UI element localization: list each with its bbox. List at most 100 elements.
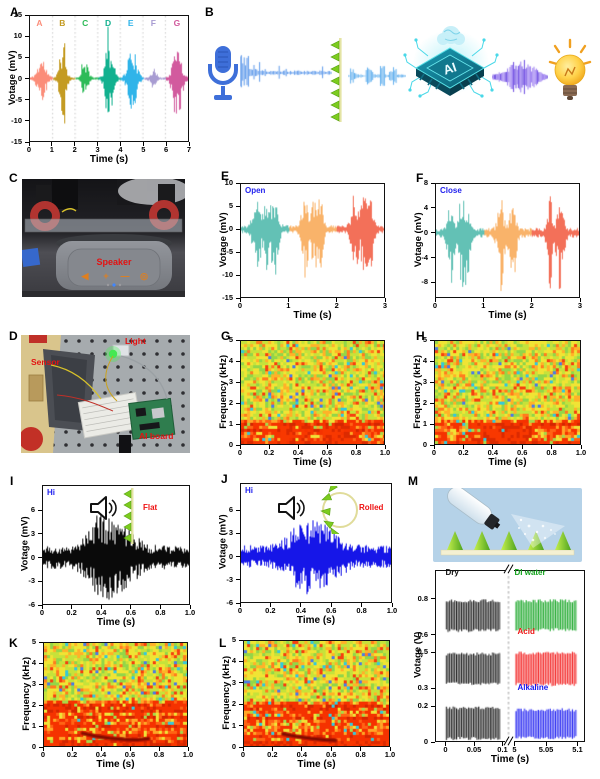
x-tick-mark <box>300 603 302 607</box>
x-tick-mark <box>330 603 332 607</box>
panel-letter: D <box>9 329 18 343</box>
y-tick-label: 8 <box>423 178 428 187</box>
panel-L-xlabel: Time (s) <box>297 759 336 770</box>
svg-text:+: + <box>103 271 108 281</box>
panel-letter: K <box>9 636 18 650</box>
panel-C: C <box>2 162 218 320</box>
x-tick-mark <box>97 142 99 146</box>
x-tick-mark <box>189 605 191 609</box>
y-tick-mark <box>38 533 42 535</box>
x-tick-label: 0 <box>431 448 437 457</box>
cone-array <box>447 531 571 550</box>
y-tick-mark <box>25 120 29 122</box>
x-tick-label: 0.6 <box>325 606 337 615</box>
x-tick-label: 3 <box>382 301 388 310</box>
panel-E-plot: Open <box>240 183 385 298</box>
panel-E: E Votage (mV) Open Time (s) 10 5 0 -5 -10 -15… <box>217 162 410 321</box>
spray-bottle <box>447 488 501 530</box>
panel-H-ylabel: Frequency (kHz) <box>411 354 423 429</box>
y-tick-label: -3 <box>28 576 35 586</box>
y-tick-mark <box>239 660 243 662</box>
panel-J-xlabel: Time (s) <box>296 615 336 626</box>
speaker-buttons: ◀ + — ◎ <box>81 271 149 281</box>
x-tick-mark <box>361 603 363 607</box>
x-tick-label: 5.1 <box>572 745 583 754</box>
light-photo-label: Light <box>125 336 146 346</box>
svg-text:◎: ◎ <box>140 271 148 281</box>
y-tick-label: 5 <box>17 52 22 62</box>
rolled-label: Rolled <box>359 503 384 512</box>
x-tick-mark <box>269 603 271 607</box>
panel-letter: G <box>221 329 231 343</box>
x-tick-mark <box>271 747 273 751</box>
panel-E-xlabel: Time (s) <box>293 310 332 321</box>
y-tick-mark <box>431 598 435 600</box>
y-tick-mark <box>431 182 435 184</box>
y-tick-mark <box>430 381 434 383</box>
y-tick-label: 4 <box>228 356 233 365</box>
x-tick-mark <box>492 445 494 449</box>
x-tick-mark <box>384 298 386 302</box>
panel-M-waveforms <box>436 571 584 741</box>
panel-letter: J <box>221 472 228 486</box>
y-tick-label: -5 <box>226 247 233 256</box>
panel-G-spectrogram <box>241 341 384 444</box>
sensor-array-icon <box>330 38 342 122</box>
x-tick-label: 1.0 <box>575 448 587 457</box>
panel-L: L Frequency (kHz) Time (s) 5 4 3 2 1 0 0 0.2 0.4… <box>210 628 402 779</box>
spray-illustration <box>433 488 582 562</box>
y-tick-label: 0.2 <box>417 701 428 711</box>
y-tick-label: 0 <box>17 73 22 83</box>
x-tick-label: 1.0 <box>386 606 398 615</box>
x-tick-mark <box>71 605 73 609</box>
y-tick-label: 0 <box>31 742 36 751</box>
x-tick-label: 0.4 <box>292 448 304 457</box>
y-tick-mark <box>25 78 29 79</box>
y-tick-label: 10 <box>13 31 22 41</box>
panel-F-xlabel: Time (s) <box>488 310 527 321</box>
sensed-signal <box>348 64 406 88</box>
y-tick-mark <box>236 402 240 404</box>
panel-J-plot: Hi Rolled <box>240 483 392 603</box>
x-tick-mark <box>514 742 515 746</box>
hi-label: Hi <box>245 486 253 495</box>
speaker-photo: Speaker ◀ + — ◎ <box>22 179 185 297</box>
segment-label: A <box>36 18 43 28</box>
x-tick-mark <box>159 605 161 609</box>
panel-M: M <box>400 470 600 779</box>
sound-wave-signal <box>240 50 332 96</box>
x-tick-label: 5.05 <box>538 745 554 754</box>
y-tick-label: 1 <box>422 419 427 428</box>
x-tick-label: 2 <box>72 145 77 154</box>
x-tick-mark <box>473 742 475 746</box>
y-tick-mark <box>38 580 42 582</box>
y-tick-label: 5 <box>228 335 233 344</box>
x-tick-label: 0.4 <box>95 608 107 617</box>
y-tick-label: 0.6 <box>417 629 428 639</box>
x-tick-label: 2 <box>529 301 534 310</box>
y-tick-mark <box>236 182 240 184</box>
y-tick-label: -15 <box>11 137 22 146</box>
panel-G-ylabel: Frequency (kHz) <box>217 354 229 429</box>
panel-E-waveform <box>241 184 384 297</box>
y-tick-label: 0 <box>423 227 428 237</box>
svg-text:◀: ◀ <box>81 271 90 281</box>
x-tick-mark <box>482 298 484 302</box>
y-tick-mark <box>236 423 240 425</box>
x-tick-mark <box>434 298 436 302</box>
y-tick-label: 0 <box>228 440 233 449</box>
y-tick-label: -5 <box>15 94 22 104</box>
x-tick-label: 0.2 <box>458 448 469 457</box>
x-tick-mark <box>71 747 73 751</box>
x-tick-label: 1.0 <box>379 448 391 457</box>
panel-M-plot <box>435 570 585 742</box>
y-tick-mark <box>430 444 434 446</box>
speaker-photo-label: Speaker <box>96 257 132 267</box>
segment-label: C <box>82 18 89 28</box>
x-tick-mark <box>360 747 362 751</box>
x-tick-mark <box>42 747 44 751</box>
y-tick-mark <box>236 509 240 511</box>
microphone-icon <box>208 46 238 100</box>
y-tick-label: -3 <box>226 574 233 584</box>
x-tick-label: 0.2 <box>267 750 278 759</box>
